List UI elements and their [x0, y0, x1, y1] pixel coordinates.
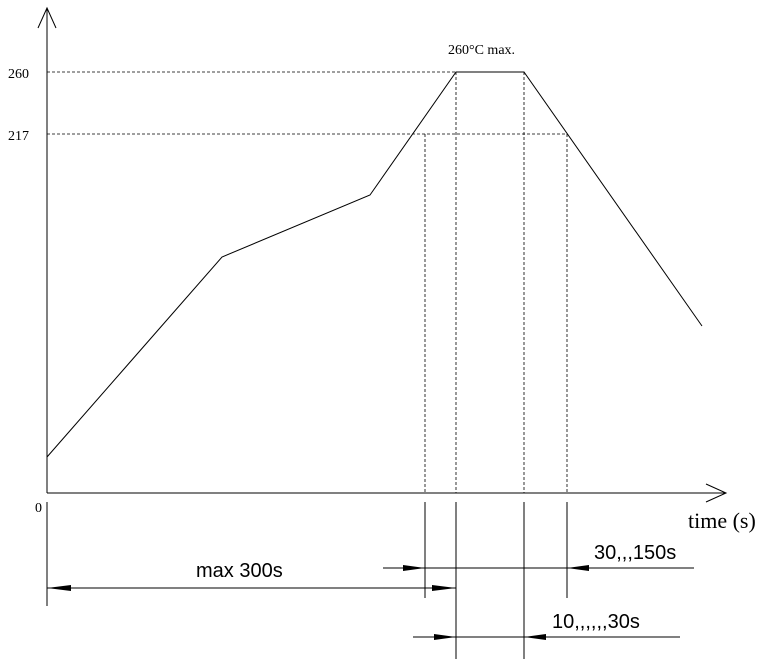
dimension-arrow-left-icon	[524, 634, 546, 640]
x-axis	[47, 483, 728, 503]
temperature-profile-curve	[46, 71, 703, 458]
y-tick-260: 260	[8, 67, 29, 82]
max-time-label: max 300s	[196, 560, 283, 582]
dimension-arrow-right-icon	[403, 565, 425, 571]
dimension-arrow-left-icon	[47, 585, 71, 591]
y-axis	[37, 6, 57, 493]
peak-temperature-label: 260°C max.	[448, 43, 515, 58]
x-axis-arrow-icon	[705, 483, 728, 503]
origin-label: 0	[35, 501, 42, 516]
x-axis-label: time (s)	[688, 508, 756, 533]
peak-time-label: 10,,,,,,30s	[552, 611, 640, 633]
above-liquidus-time-label: 30,,,150s	[594, 542, 676, 564]
y-axis-arrow-icon	[37, 6, 57, 29]
dimension-arrow-right-icon	[432, 585, 456, 591]
dimension-arrow-right-icon	[434, 634, 456, 640]
y-tick-217: 217	[8, 129, 29, 144]
dimension-arrow-left-icon	[567, 565, 589, 571]
dimension-peak-time	[413, 634, 680, 640]
dimension-max-time	[47, 585, 456, 591]
dimension-above-liquidus	[383, 565, 694, 571]
